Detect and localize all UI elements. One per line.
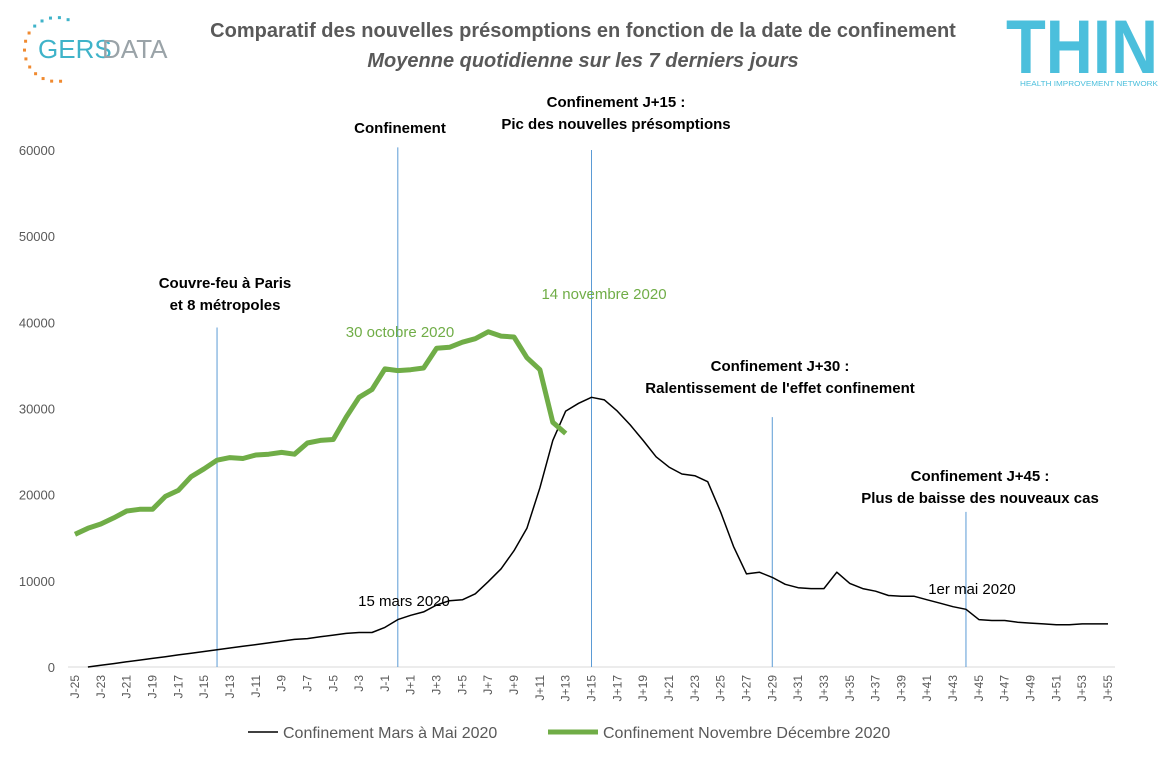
- series-line-mars-mai: [87, 396, 1108, 668]
- logo-dot: [23, 48, 27, 52]
- x-tick-label: J+35: [843, 675, 857, 702]
- logo-dot: [33, 24, 37, 28]
- y-tick-label: 60000: [19, 143, 55, 158]
- logo-dots-icon: [23, 16, 70, 83]
- x-tick-label: J-17: [171, 675, 185, 699]
- legend-label-nov-dec: Confinement Novembre Décembre 2020: [603, 725, 890, 742]
- annotations: Couvre-feu à Paris et 8 métropoles Confine…: [159, 94, 1099, 610]
- x-tick-label: J+55: [1101, 675, 1115, 702]
- event-annotation: Pic des nouvelles présomptions: [501, 116, 730, 133]
- series-line-nov-dec: [73, 329, 568, 537]
- logo-dot: [59, 79, 63, 83]
- x-tick-label: J+11: [533, 675, 547, 701]
- x-tick-label: J+5: [455, 675, 469, 695]
- y-tick-label: 40000: [19, 315, 55, 330]
- logo-dot: [34, 72, 38, 76]
- y-tick-label: 20000: [19, 488, 55, 503]
- x-tick-label: J-7: [300, 675, 314, 692]
- logo-dot: [50, 79, 54, 83]
- y-tick-label: 30000: [19, 402, 55, 417]
- x-tick-label: J+23: [688, 675, 702, 702]
- x-tick-label: J+13: [559, 675, 573, 702]
- x-tick-label: J-23: [94, 675, 108, 699]
- x-tick-label: J+21: [662, 675, 676, 702]
- x-tick-label: J-15: [197, 675, 211, 699]
- event-annotation: et 8 métropoles: [170, 297, 281, 314]
- x-tick-label: J+3: [430, 675, 444, 695]
- event-annotation: Couvre-feu à Paris: [159, 275, 292, 292]
- event-annotation: Confinement J+15 :: [547, 94, 686, 111]
- chart-title: Comparatif des nouvelles présomptions en…: [210, 20, 956, 42]
- x-tick-label: J-9: [275, 675, 289, 692]
- x-tick-label: J+31: [791, 675, 805, 702]
- x-tick-label: J+41: [920, 675, 934, 702]
- x-tick-label: J+47: [998, 675, 1012, 702]
- gersdata-logo: GERS DATA: [23, 16, 168, 83]
- logo-dot: [28, 65, 32, 69]
- x-tick-label: J+43: [946, 675, 960, 702]
- x-tick-label: J+25: [714, 675, 728, 702]
- event-annotation: Confinement: [354, 120, 446, 137]
- thin-logo: THIN HEALTH IMPROVEMENT NETWORK: [1006, 5, 1158, 90]
- x-tick-label: J-13: [223, 675, 237, 699]
- legend-label-mars-mai: Confinement Mars à Mai 2020: [283, 725, 497, 742]
- x-tick-label: J-5: [326, 675, 340, 692]
- x-tick-label: J+9: [507, 675, 521, 695]
- x-tick-label: J-1: [378, 675, 392, 692]
- x-tick-label: J-19: [145, 675, 159, 699]
- y-tick-label: 10000: [19, 574, 55, 589]
- chart-subtitle: Moyenne quotidienne sur les 7 derniers j…: [367, 50, 798, 72]
- x-tick-label: J+45: [972, 675, 986, 702]
- x-tick-label: J+15: [585, 675, 599, 702]
- logo-dot: [24, 57, 28, 61]
- x-tick-label: J-3: [352, 675, 366, 692]
- event-markers: [216, 147, 967, 667]
- x-tick-label: J+53: [1075, 675, 1089, 702]
- x-tick-label: J+17: [610, 675, 624, 702]
- x-tick-label: J+1: [404, 675, 418, 695]
- x-tick-label: J+33: [817, 675, 831, 702]
- x-tick-label: J+37: [869, 675, 883, 702]
- date-label: 15 mars 2020: [358, 593, 450, 610]
- x-tick-label: J+29: [765, 675, 779, 702]
- date-label: 30 octobre 2020: [346, 324, 454, 341]
- logo-dot: [66, 18, 70, 22]
- x-tick-label: J+49: [1024, 675, 1038, 702]
- event-annotation: Confinement J+45 :: [911, 468, 1050, 485]
- event-annotation: Ralentissement de l'effet confinement: [645, 380, 914, 397]
- x-tick-label: J+39: [894, 675, 908, 702]
- logo-dot: [41, 77, 45, 81]
- logo-thin-text: THIN: [1006, 5, 1158, 90]
- logo-gers-text: GERS: [38, 34, 112, 64]
- x-tick-label: J-21: [120, 675, 134, 699]
- logo-dot: [57, 16, 61, 20]
- event-annotation: Confinement J+30 :: [711, 358, 850, 375]
- logo-data-text: DATA: [102, 34, 168, 64]
- x-tick-label: J-11: [249, 675, 263, 698]
- series-lines: [73, 329, 1109, 668]
- logo-dot: [48, 16, 52, 20]
- logo-thin-tagline: HEALTH IMPROVEMENT NETWORK: [1020, 81, 1158, 88]
- date-label: 1er mai 2020: [928, 581, 1016, 598]
- x-tick-label: J+51: [1049, 675, 1063, 702]
- x-tick-label: J+19: [636, 675, 650, 702]
- y-tick-label: 50000: [19, 229, 55, 244]
- logo-dot: [40, 19, 44, 23]
- x-tick-label: J+7: [481, 675, 495, 695]
- legend: Confinement Mars à Mai 2020 Confinement …: [248, 725, 890, 742]
- y-tick-label: 0: [48, 660, 55, 675]
- x-axis: J-25 J-23 J-21 J-19 J-17 J-15 J-13 J-11 J-9 J-7 J-…: [68, 666, 1115, 702]
- y-axis: 0 10000 20000 30000 40000 50000 60000: [19, 143, 55, 675]
- x-tick-label: J+27: [739, 675, 753, 702]
- date-label: 14 novembre 2020: [541, 286, 666, 303]
- x-tick-label: J-25: [68, 675, 82, 699]
- event-annotation: Plus de baisse des nouveaux cas: [861, 490, 1099, 507]
- logo-dot: [27, 31, 31, 35]
- logo-dot: [24, 39, 28, 43]
